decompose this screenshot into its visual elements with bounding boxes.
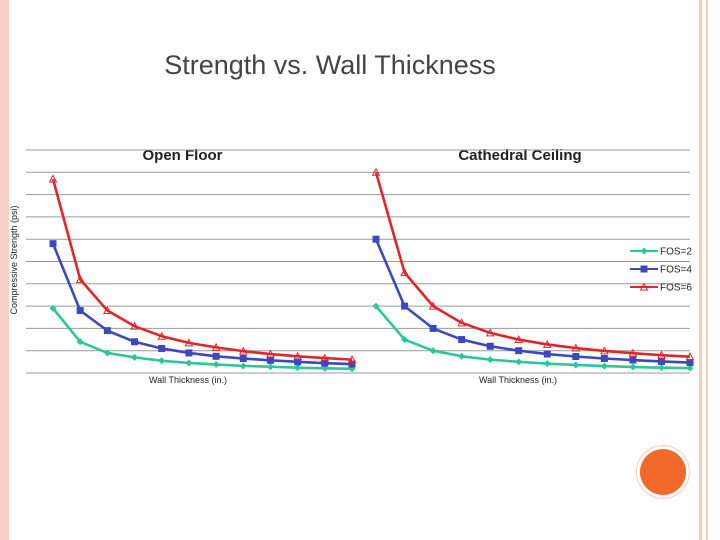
data-point-fos-2 xyxy=(515,358,523,366)
series-line-fos-6 xyxy=(374,171,691,359)
series-line-fos-4 xyxy=(51,243,353,366)
data-point-fos-2 xyxy=(212,361,220,369)
data-point-fos-2 xyxy=(49,304,57,312)
data-point-fos-4 xyxy=(239,355,247,363)
data-point-fos-4 xyxy=(131,338,139,346)
data-point-fos-4 xyxy=(543,350,551,358)
data-point-fos-4 xyxy=(321,359,329,367)
legend: FOS=2 FOS=4 FOS=6 xyxy=(630,247,692,294)
y-axis-label: Compressive Strength (psi) xyxy=(9,205,19,314)
data-point-fos-2 xyxy=(103,349,111,357)
series-line-fos-2 xyxy=(375,305,691,370)
data-point-fos-6 xyxy=(428,301,438,310)
data-point-fos-4 xyxy=(266,356,274,364)
data-point-fos-4 xyxy=(686,359,694,367)
x-axis-label-cathedral-ceiling: Wall Thickness (in.) xyxy=(479,375,557,385)
data-point-fos-4 xyxy=(629,356,637,364)
series-line-fos-4 xyxy=(374,238,691,364)
chart-title-open-floor: Open Floor xyxy=(142,147,223,164)
data-point-fos-6 xyxy=(211,342,221,351)
data-point-fos-4 xyxy=(348,360,356,368)
data-point-fos-4 xyxy=(515,347,523,355)
data-point-fos-2 xyxy=(131,353,139,361)
data-point-fos-2 xyxy=(657,364,665,372)
data-point-fos-6 xyxy=(685,352,695,361)
data-point-fos-2 xyxy=(600,362,608,370)
series-line-fos-2 xyxy=(51,307,353,371)
data-point-fos-4 xyxy=(657,357,665,365)
data-point-fos-4 xyxy=(372,235,380,243)
data-point-fos-2 xyxy=(185,359,193,367)
data-point-fos-4 xyxy=(158,344,166,352)
plot-cathedral-ceiling xyxy=(371,167,695,372)
data-point-fos-6 xyxy=(600,346,609,355)
data-point-fos-6 xyxy=(266,349,275,358)
data-point-fos-2 xyxy=(294,364,302,372)
data-point-fos-6 xyxy=(293,351,302,360)
data-point-fos-2 xyxy=(401,336,409,344)
data-point-fos-6 xyxy=(48,174,58,183)
gridlines xyxy=(26,149,690,374)
data-point-fos-4 xyxy=(103,327,111,335)
data-point-fos-4 xyxy=(49,240,57,248)
data-point-fos-6 xyxy=(347,355,357,364)
data-point-fos-4 xyxy=(486,342,494,350)
data-point-fos-2 xyxy=(158,357,166,365)
plot-open-floor xyxy=(48,174,357,373)
right-border-strip xyxy=(699,0,702,540)
data-point-fos-6 xyxy=(457,318,466,327)
data-point-fos-2 xyxy=(429,347,437,355)
data-point-fos-6 xyxy=(130,321,139,330)
right-border-strip-inner xyxy=(706,0,708,540)
left-border-strip xyxy=(0,0,9,540)
data-point-fos-6 xyxy=(103,306,112,315)
data-point-fos-6 xyxy=(485,328,495,337)
legend-label-fos-4: FOS=4 xyxy=(660,265,692,276)
data-point-fos-2 xyxy=(543,360,551,368)
data-point-fos-4 xyxy=(294,358,302,366)
data-point-fos-4 xyxy=(640,265,648,273)
data-point-fos-4 xyxy=(458,336,466,344)
data-point-fos-2 xyxy=(266,363,274,371)
data-point-fos-2 xyxy=(239,362,247,370)
data-point-fos-2 xyxy=(572,361,580,369)
data-point-fos-2 xyxy=(486,356,494,364)
data-point-fos-6 xyxy=(320,353,330,362)
data-point-fos-2 xyxy=(458,352,466,360)
data-point-fos-6 xyxy=(639,282,649,291)
data-point-fos-6 xyxy=(400,268,409,277)
data-point-fos-2 xyxy=(629,363,637,371)
series-line-fos-6 xyxy=(51,178,353,361)
data-point-fos-2 xyxy=(76,338,84,346)
legend-label-fos-2: FOS=2 xyxy=(660,247,692,258)
data-point-fos-2 xyxy=(686,364,694,372)
data-point-fos-2 xyxy=(372,302,380,310)
data-point-fos-6 xyxy=(238,346,248,355)
slide-title: Strength vs. Wall Thickness xyxy=(164,50,496,80)
data-point-fos-4 xyxy=(401,302,409,310)
data-point-fos-2 xyxy=(640,247,648,255)
orange-circle-decoration xyxy=(640,449,686,495)
data-point-fos-4 xyxy=(76,307,84,315)
data-point-fos-4 xyxy=(185,349,193,357)
chart-title-cathedral-ceiling: Cathedral Ceiling xyxy=(458,147,582,164)
data-point-fos-6 xyxy=(371,167,381,176)
data-point-fos-6 xyxy=(628,348,638,357)
data-point-fos-6 xyxy=(542,339,552,348)
x-axis-label-open-floor: Wall Thickness (in.) xyxy=(149,375,227,385)
data-point-fos-6 xyxy=(571,343,581,352)
data-point-fos-6 xyxy=(514,334,524,344)
data-point-fos-4 xyxy=(429,324,437,332)
data-point-fos-6 xyxy=(184,338,194,347)
data-point-fos-6 xyxy=(75,274,85,283)
data-point-fos-4 xyxy=(600,355,608,363)
data-point-fos-4 xyxy=(572,352,580,360)
legend-label-fos-6: FOS=6 xyxy=(660,283,692,294)
data-point-fos-6 xyxy=(657,350,666,359)
data-point-fos-6 xyxy=(157,331,167,340)
data-point-fos-4 xyxy=(212,352,220,360)
